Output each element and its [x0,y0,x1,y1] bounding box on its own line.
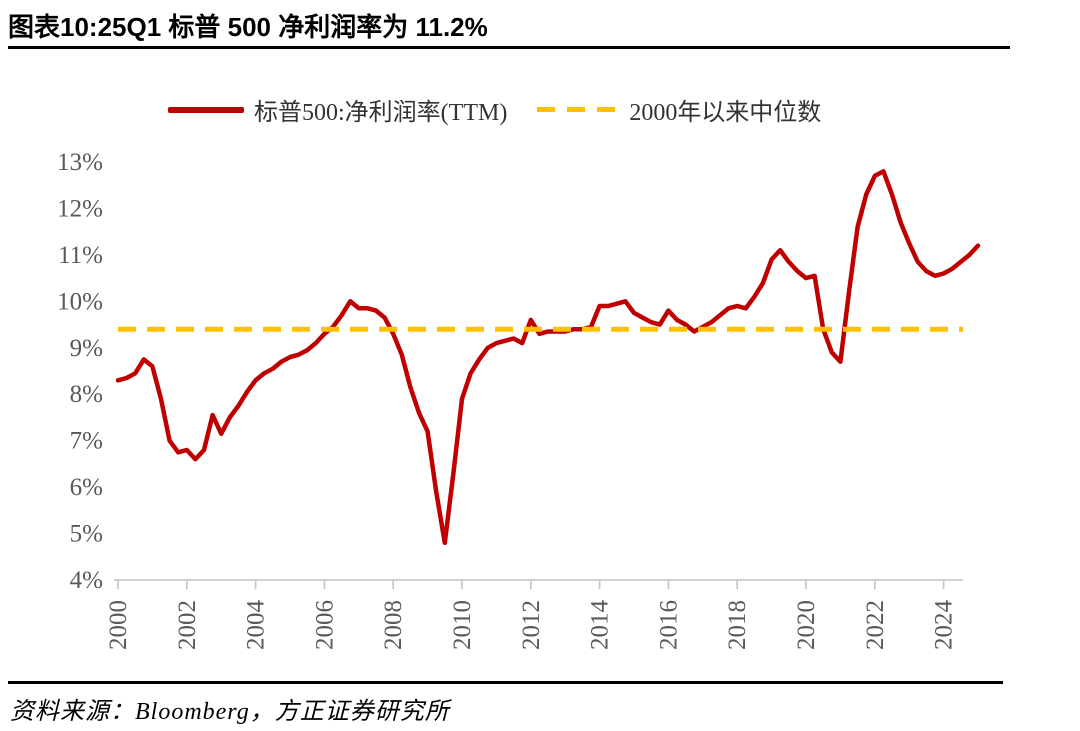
x-axis-tick-label: 2006 [311,600,338,650]
y-axis-tick-label: 10% [57,288,103,315]
y-axis-tick-label: 5% [70,521,103,548]
x-axis-tick-label: 2000 [105,600,132,650]
y-axis-tick-label: 11% [58,242,103,269]
chart-title: 图表10:25Q1 标普 500 净利润率为 11.2% [8,12,488,42]
y-axis-tick-label: 6% [70,474,103,501]
profit-margin-line [115,169,981,546]
x-axis-tick-label: 2022 [862,600,889,650]
x-axis-tick-label: 2014 [587,600,614,651]
y-axis-tick-label: 7% [70,428,103,455]
legend-series2-label: 2000年以来中位数 [629,100,822,126]
title-rule [8,46,1010,49]
y-axis-tick-label: 9% [70,335,103,362]
chart-legend: 标普500:净利润率(TTM) 2000年以来中位数 [168,92,821,127]
legend-dashed-line-swatch [537,107,622,112]
x-axis-tick-label: 2004 [243,600,270,651]
x-axis-tick-label: 2018 [724,600,751,650]
x-axis-tick-label: 2002 [174,600,201,650]
x-axis-tick-label: 2020 [793,600,820,650]
footer-rule [8,681,1003,684]
x-axis-tick-label: 2012 [518,600,545,650]
y-axis-tick-label: 4% [70,567,103,594]
x-axis-tick-label: 2010 [449,600,476,650]
y-axis-tick-label: 8% [70,381,103,408]
x-axis-tick-label: 2008 [380,600,407,650]
y-axis-tick-label: 13% [57,149,103,176]
legend-solid-line-swatch [168,106,244,113]
chart-svg: 13% 12% 11% 10% 9% 8% 7% 6% 5% 4%2000 2002 2004 2006… [57,149,981,651]
y-axis-tick-label: 12% [57,195,103,222]
legend-series1-label: 标普500:净利润率(TTM) [254,100,508,126]
x-axis-tick-label: 2024 [931,600,958,651]
source-note: 资料来源：Bloomberg，方正证券研究所 [10,699,450,725]
x-axis-tick-label: 2016 [655,600,682,650]
